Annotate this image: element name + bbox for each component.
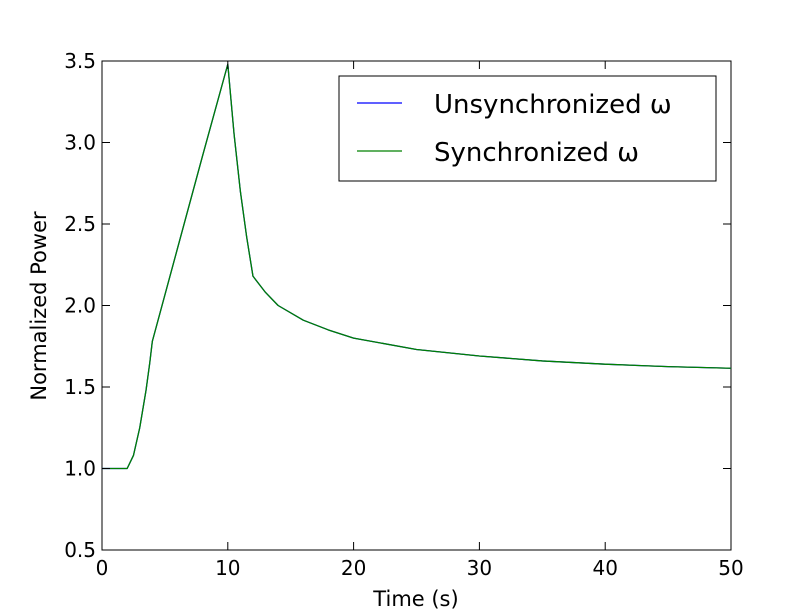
legend-label-synchronized: Synchronized ω [434,138,639,168]
series-line-1 [102,63,732,470]
legend-label-unsynchronized: Unsynchronized ω [434,90,672,120]
y-tick-label: 3.0 [64,131,96,155]
x-axis-label: Time (s) [372,587,458,611]
x-tick-label: 40 [592,556,617,580]
x-tick-label: 30 [467,556,492,580]
legend: Unsynchronized ω Synchronized ω [338,75,717,182]
x-tick-label: 20 [341,556,366,580]
series-layer [102,63,732,470]
y-tick-label: 2.0 [64,294,96,318]
ticks-layer: 0 10 20 30 40 50 0.5 1.0 1.5 2.0 2.5 3.0 3.5 [64,49,744,580]
y-tick-label: 1.0 [64,457,96,481]
y-tick-label: 1.5 [64,375,96,399]
plot-area: 0 10 20 30 40 50 0.5 1.0 1.5 2.0 2.5 3.0 3.5 [64,49,744,580]
y-axis-label: Normalized Power [27,211,51,401]
legend-frame [338,75,717,182]
x-tick-label: 50 [718,556,743,580]
y-tick-label: 2.5 [64,212,96,236]
x-tick-label: 0 [96,556,109,580]
x-tick-label: 10 [215,556,240,580]
y-tick-label: 3.5 [64,49,96,73]
y-tick-label: 0.5 [64,538,96,562]
